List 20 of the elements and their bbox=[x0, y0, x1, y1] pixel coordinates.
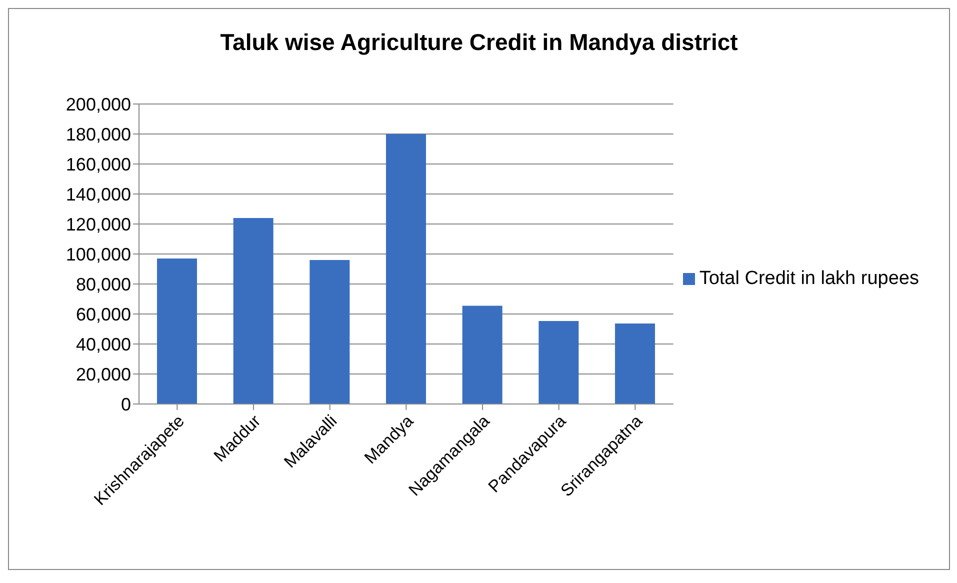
bar bbox=[462, 306, 502, 404]
bar bbox=[614, 323, 655, 404]
y-tick-label: 120,000 bbox=[66, 214, 131, 234]
y-tick-label: 0 bbox=[120, 394, 131, 414]
bar bbox=[386, 134, 426, 404]
y-tick-label: 20,000 bbox=[76, 364, 131, 384]
y-tick-label: 40,000 bbox=[76, 334, 131, 354]
bar bbox=[157, 258, 197, 404]
y-tick-label: 80,000 bbox=[76, 274, 131, 294]
legend-label: Total Credit in lakh rupees bbox=[699, 268, 919, 289]
bar bbox=[538, 321, 579, 404]
chart-title: Taluk wise Agriculture Credit in Mandya district bbox=[219, 29, 739, 56]
y-tick-label: 60,000 bbox=[76, 304, 131, 324]
y-tick-label: 100,000 bbox=[66, 244, 131, 264]
y-tick-label: 140,000 bbox=[66, 184, 131, 204]
bar bbox=[310, 260, 350, 404]
y-tick-label: 200,000 bbox=[66, 94, 131, 114]
y-tick-label: 160,000 bbox=[66, 154, 131, 174]
bar bbox=[233, 218, 274, 404]
y-tick-label: 180,000 bbox=[66, 124, 131, 144]
